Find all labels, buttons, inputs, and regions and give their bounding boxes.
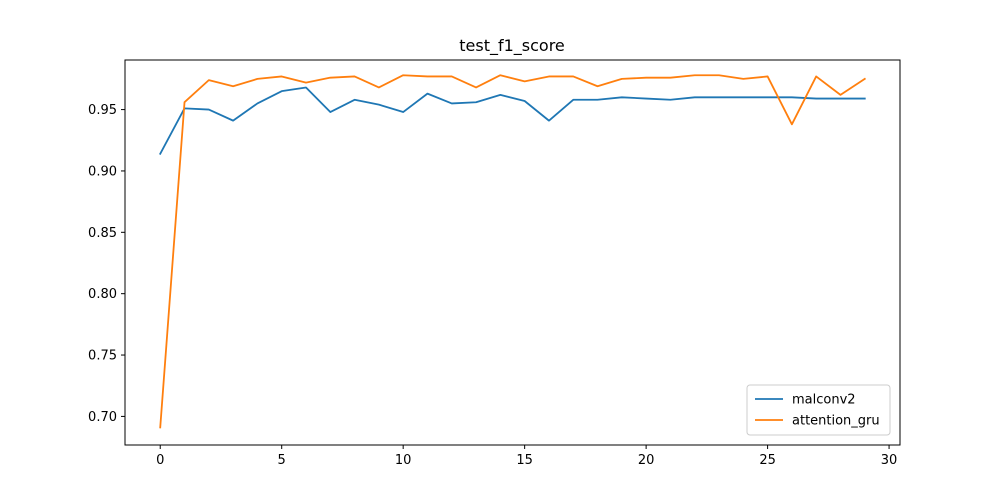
series-line-attention_gru [159, 74, 867, 429]
plot-area [159, 74, 867, 429]
legend-box [746, 384, 891, 436]
axes: 0 5 10 15 20 25 30 0.70 0.75 0.80 0.85 0.90 0.95 [88, 59, 901, 468]
y-tick-label: 0.80 [88, 287, 117, 302]
legend-label-malconv2: malconv2 [792, 393, 856, 408]
y-tick-label: 0.90 [88, 164, 117, 179]
y-tick-label: 0.75 [88, 349, 117, 364]
y-tick-label: 0.70 [88, 410, 117, 425]
legend: malconv2 attention_gru [746, 384, 891, 436]
y-tick-label: 0.95 [88, 103, 117, 118]
series-line-malconv2 [159, 86, 866, 155]
x-tick-label: 5 [278, 453, 286, 468]
chart-title: test_f1_score [459, 36, 565, 56]
x-tick-label: 0 [156, 453, 164, 468]
x-tick-label: 25 [759, 453, 776, 468]
y-tick-label: 0.85 [88, 226, 117, 241]
x-tick-label: 20 [638, 453, 655, 468]
x-tick-label: 10 [395, 453, 412, 468]
axes-frame [124, 59, 901, 446]
legend-label-attention_gru: attention_gru [792, 414, 880, 429]
x-tick-label: 30 [881, 453, 898, 468]
x-tick-label: 15 [516, 453, 533, 468]
